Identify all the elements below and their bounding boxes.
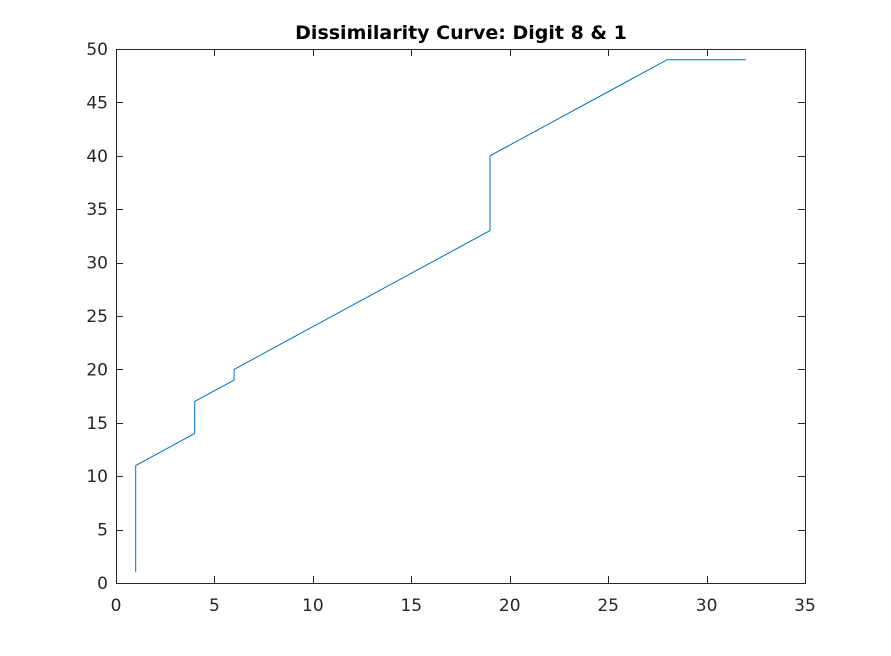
- x-tick-label: 15: [400, 596, 422, 616]
- x-axis-ticks: 0 5 10 15 20 25 30 35: [111, 49, 816, 616]
- x-tick-label: 5: [209, 596, 220, 616]
- y-tick-label: 20: [86, 360, 108, 380]
- x-tick-label: 35: [794, 596, 816, 616]
- x-tick-label: 30: [696, 596, 718, 616]
- chart-title: Dissimilarity Curve: Digit 8 & 1: [295, 22, 627, 44]
- y-tick-label: 25: [86, 307, 108, 327]
- y-axis-ticks: 0 5 10 15 20 25 30 35 40 45 50: [86, 40, 805, 594]
- y-tick-label: 5: [97, 521, 108, 541]
- series-line: [135, 59, 746, 573]
- axes-box: [116, 49, 806, 584]
- x-tick-label: 0: [111, 596, 122, 616]
- plot-area: [116, 49, 805, 583]
- x-tick-label: 10: [302, 596, 324, 616]
- x-tick-label: 20: [499, 596, 521, 616]
- y-tick-label: 0: [97, 574, 108, 594]
- y-tick-label: 15: [86, 414, 108, 434]
- y-tick-label: 40: [86, 147, 108, 167]
- y-tick-label: 10: [86, 467, 108, 487]
- y-tick-label: 35: [86, 200, 108, 220]
- series-layer: [135, 59, 746, 573]
- y-tick-label: 30: [86, 254, 108, 274]
- y-tick-label: 45: [86, 93, 108, 113]
- y-tick-label: 50: [86, 40, 108, 60]
- x-tick-label: 25: [597, 596, 619, 616]
